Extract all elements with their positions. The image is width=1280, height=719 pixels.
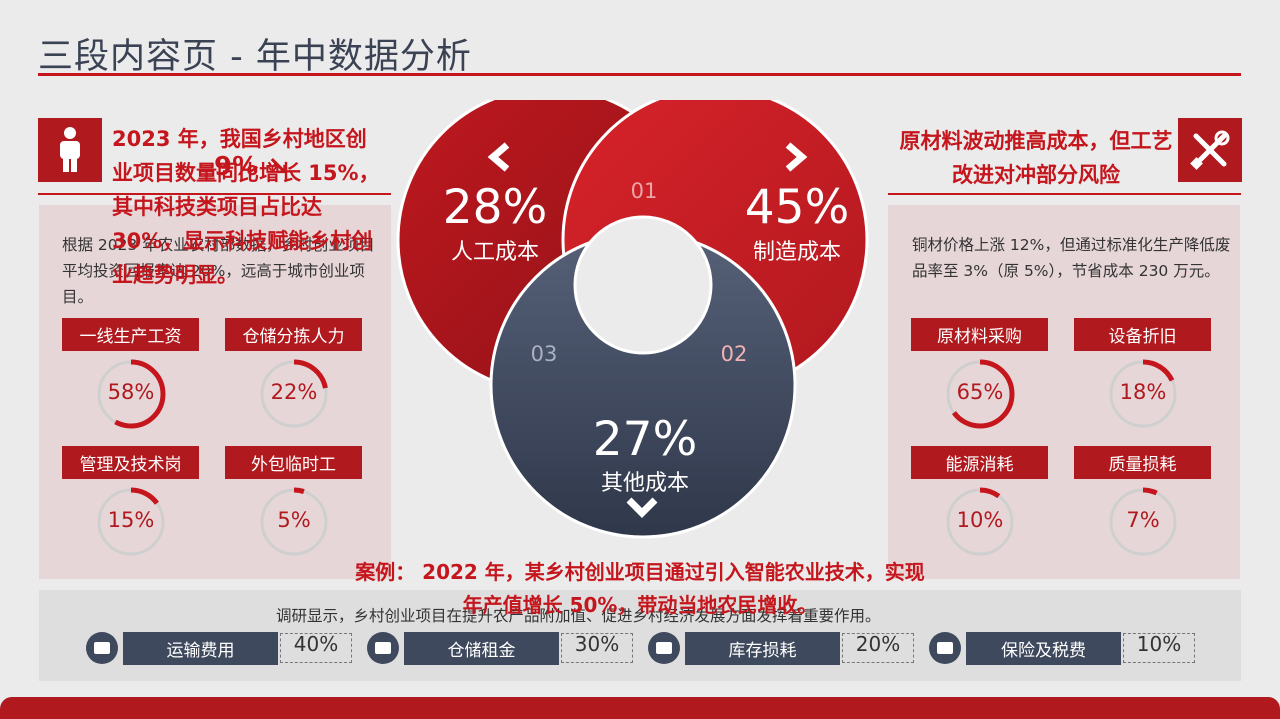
right-category-tag: 质量损耗 xyxy=(1074,446,1211,479)
right-progress-ring xyxy=(1106,357,1180,435)
bottom-cost-label: 库存损耗 xyxy=(685,632,840,665)
left-ring-value: 22% xyxy=(270,380,318,404)
right-headline: 原材料波动推高成本，但工艺改进对冲部分风险 xyxy=(899,129,1173,187)
venn-center-overlap xyxy=(573,215,713,355)
bottom-cost-value: 10% xyxy=(1123,633,1195,663)
left-ring-value: 15% xyxy=(107,508,155,532)
venn-c-number: 03 xyxy=(530,342,558,366)
bottom-cost-label: 运输费用 xyxy=(123,632,278,665)
venn-b-label: 制造成本 xyxy=(752,240,841,265)
card-icon xyxy=(86,632,118,664)
left-category-tag: 一线生产工资 xyxy=(62,318,199,351)
left-headline: 2023 年，我国乡村地区创业项目数量同比增长 15%，其中科技类项目占比达 3… xyxy=(112,127,380,287)
left-header-icon-box xyxy=(38,118,102,182)
footer-bar xyxy=(0,697,1280,719)
bottom-cost-label: 保险及税费 xyxy=(966,632,1121,665)
bottom-cost-value: 20% xyxy=(842,633,914,663)
right-category-tag: 能源消耗 xyxy=(911,446,1048,479)
left-category-tag: 外包临时工 xyxy=(225,446,362,479)
left-category-tag: 管理及技术岗 xyxy=(62,446,199,479)
case-text: 案例： 2022 年，某乡村创业项目通过引入智能农业技术，实现年产值增长 50%… xyxy=(355,560,925,617)
chevron-down-icon xyxy=(626,497,658,518)
bottom-cost-value: 40% xyxy=(280,633,352,663)
left-ring-value: 58% xyxy=(107,380,155,404)
person-icon xyxy=(60,127,80,172)
chevron-right-icon xyxy=(785,142,808,172)
venn-c-value: 27% xyxy=(592,412,698,467)
right-header-rule xyxy=(888,193,1241,195)
bottom-cost-value: 30% xyxy=(561,633,633,663)
bottom-note: 调研显示，乡村创业项目在提升农产品附加值、促进乡村经济发展方面发挥着重要作用。 xyxy=(276,607,881,625)
right-category-tag: 设备折旧 xyxy=(1074,318,1211,351)
right-progress-ring xyxy=(1106,485,1180,563)
left-progress-ring xyxy=(257,357,331,435)
right-ring-value: 65% xyxy=(956,380,1004,404)
venn-a-number: 01 xyxy=(630,179,658,203)
card-icon xyxy=(367,632,399,664)
left-ring-value: 5% xyxy=(277,508,311,532)
left-overlay-stat: 9% ↘ xyxy=(214,152,289,182)
card-icon xyxy=(648,632,680,664)
right-ring-value: 7% xyxy=(1126,508,1160,532)
right-header-icon-box xyxy=(1178,118,1242,182)
bottom-cost-label: 仓储租金 xyxy=(404,632,559,665)
card-icon xyxy=(929,632,961,664)
chevron-left-icon xyxy=(487,142,510,172)
page-title: 三段内容页 - 年中数据分析 xyxy=(38,37,472,77)
right-progress-ring xyxy=(943,357,1017,435)
venn-b-number: 02 xyxy=(720,342,748,366)
venn-diagram xyxy=(396,100,869,539)
right-ring-value: 10% xyxy=(956,508,1004,532)
left-body-text: 根据 2023 年农业农村部数据，乡村创业项目平均投资回报率达 20%，远高于城… xyxy=(62,236,375,306)
left-category-tag: 仓储分拣人力 xyxy=(225,318,362,351)
tools-icon xyxy=(1190,130,1230,170)
right-category-tag: 原材料采购 xyxy=(911,318,1048,351)
venn-b-value: 45% xyxy=(744,180,850,235)
title-divider xyxy=(38,73,1241,76)
left-progress-ring xyxy=(94,357,168,435)
right-progress-ring xyxy=(943,485,1017,563)
right-body-text: 铜材价格上涨 12%，但通过标准化生产降低废品率至 3%（原 5%），节省成本 … xyxy=(912,236,1231,280)
venn-a-value: 28% xyxy=(442,180,548,235)
right-ring-value: 18% xyxy=(1119,380,1167,404)
left-progress-ring xyxy=(257,485,331,563)
venn-a-label: 人工成本 xyxy=(450,240,539,265)
left-progress-ring xyxy=(94,485,168,563)
left-header-rule xyxy=(38,193,391,195)
venn-c-label: 其他成本 xyxy=(600,471,689,496)
